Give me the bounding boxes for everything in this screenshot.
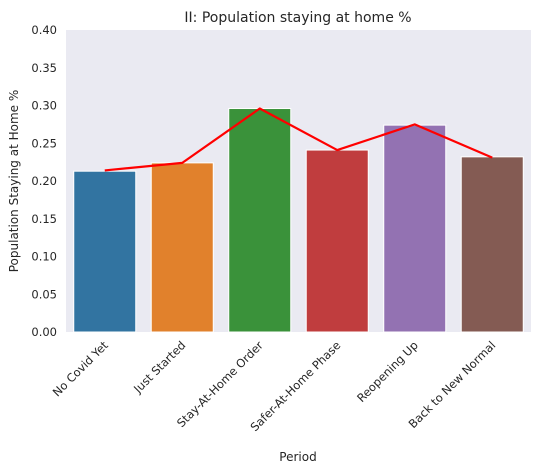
y-tick-label: 0.40 [31, 23, 57, 37]
y-tick-label: 0.05 [31, 287, 57, 301]
x-tick-label: No Covid Yet [50, 338, 111, 399]
y-tick-label: 0.25 [31, 136, 57, 150]
x-tick-label: Safer-At-Home Phase [247, 338, 343, 434]
y-tick-label: 0.20 [31, 174, 57, 188]
y-tick-label: 0.10 [31, 250, 57, 264]
x-tick-label: Back to New Normal [406, 338, 499, 431]
bar-2 [151, 163, 213, 332]
bar-5 [384, 125, 446, 332]
y-tick-label: 0.35 [31, 61, 57, 75]
bar-1 [74, 171, 136, 332]
x-tick-label: Stay-At-Home Order [174, 338, 266, 430]
y-tick-label: 0.00 [31, 325, 57, 339]
bar-3 [229, 109, 291, 332]
bar-6 [461, 157, 523, 332]
x-tick-label: Reopening Up [354, 338, 421, 405]
y-tick-label: 0.30 [31, 99, 57, 113]
y-axis-label: Population Staying at Home % [7, 90, 21, 273]
x-tick-label: Just Started [130, 338, 188, 396]
y-tick-label: 0.15 [31, 212, 57, 226]
chart-title: II: Population staying at home % [184, 10, 411, 26]
bar-4 [306, 150, 368, 332]
x-axis-label: Period [279, 450, 316, 464]
